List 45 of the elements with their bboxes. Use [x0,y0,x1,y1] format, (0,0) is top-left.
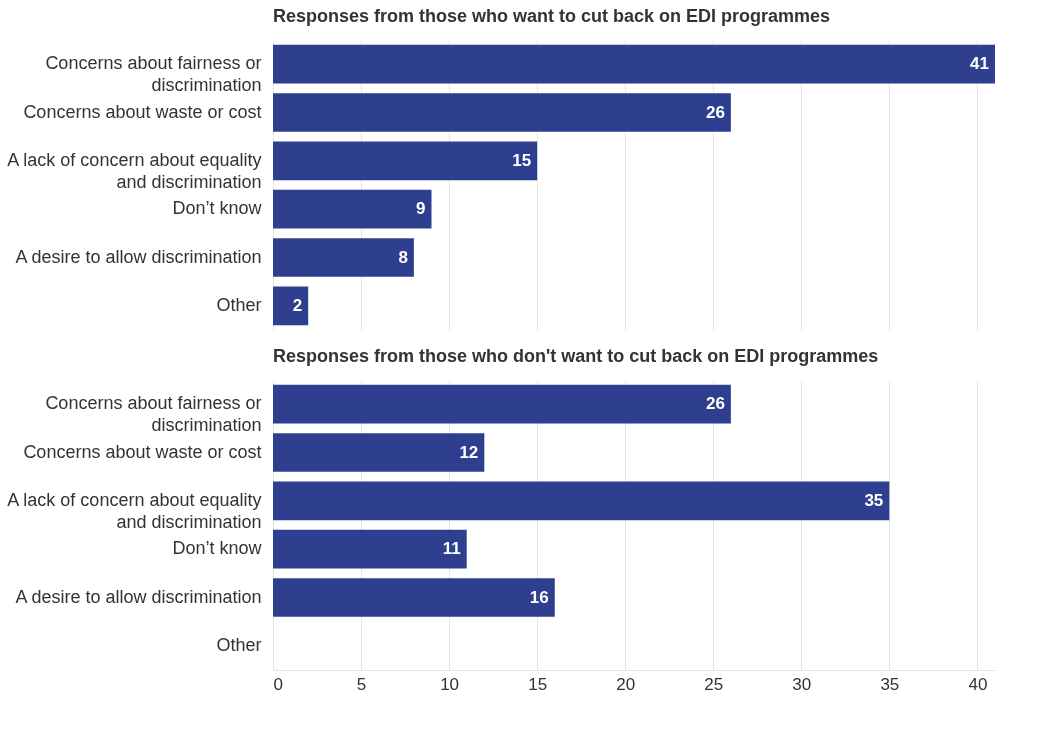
data-label: 11 [442,539,461,559]
y-tick-label: Concerns about fairness or discrimination [45,393,262,436]
x-tick-label: 40 [968,674,988,694]
bar [273,93,731,132]
x-tick-label: 15 [528,674,548,694]
bar [273,189,432,229]
x-tick-label: 35 [880,674,900,694]
bar [273,44,995,84]
x-tick-label: 10 [440,674,460,694]
y-tick-label: Other [216,294,262,315]
x-tick-label: 0 [273,674,283,694]
bar [273,433,485,472]
bar [273,286,309,326]
x-tick-label: 25 [704,674,724,694]
data-label: 35 [864,490,884,510]
chart-title: Responses from those who don't want to cut back on EDI programmes [273,346,879,366]
y-tick-label: Concerns about waste or cost [23,101,262,122]
data-label: 12 [459,442,479,462]
y-tick-label: Don’t know [172,198,263,219]
y-tick-label: A lack of concern about equality and discrimination [7,489,262,532]
x-tick-label: 20 [616,674,636,694]
bar [273,578,555,617]
data-label: 9 [416,199,426,219]
y-tick-label: Don’t know [172,538,263,559]
y-tick-label: A lack of concern about equality and discrimination [7,149,262,192]
y-tick-label: Concerns about waste or cost [23,441,262,462]
data-label: 2 [292,295,303,315]
bar [273,238,414,277]
y-tick-label: Concerns about fairness or discrimination [45,53,262,96]
y-tick-label: A desire to allow discrimination [15,586,262,607]
data-label: 41 [970,54,989,74]
x-tick-label: 30 [792,674,812,694]
data-label: 15 [512,150,532,170]
bar [273,529,467,569]
bar [273,141,538,181]
bar [273,481,890,521]
y-tick-label: Other [216,634,262,655]
x-tick-label: 5 [356,674,367,694]
data-label: 26 [705,394,725,414]
bar [273,384,731,424]
y-tick-label: A desire to allow discrimination [15,246,262,267]
data-label: 16 [529,587,549,607]
chart-title: Responses from those who want to cut back on EDI programmes [273,6,831,26]
data-label: 26 [705,102,725,122]
data-label: 8 [398,247,408,267]
